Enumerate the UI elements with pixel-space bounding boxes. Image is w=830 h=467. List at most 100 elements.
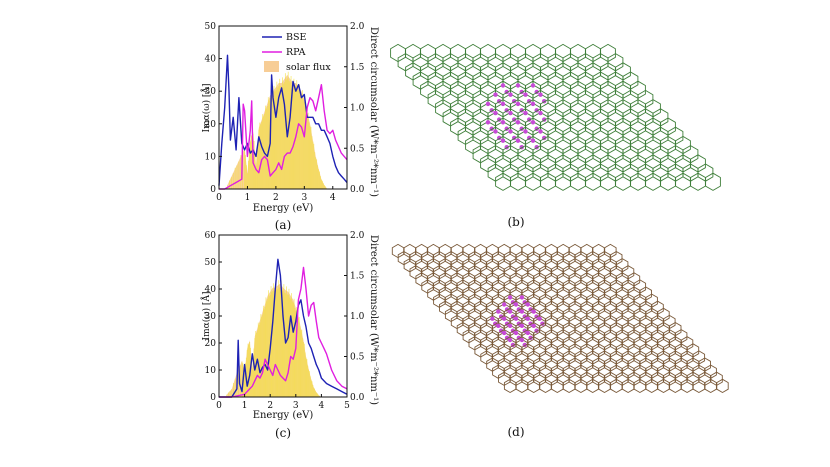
dopant-atom xyxy=(513,330,519,336)
x-tick-label: 5 xyxy=(344,401,350,411)
dopant-atom xyxy=(525,302,530,307)
a-y2-label: Direct circumsolar (W*m⁻²*nm⁻¹) xyxy=(368,27,379,197)
lattice-d xyxy=(391,243,729,394)
dopant-atom xyxy=(507,337,513,343)
caption-b: (b) xyxy=(507,215,524,229)
dopant-atom xyxy=(519,309,525,314)
y-tick-label: 0 xyxy=(210,185,216,195)
dopant-atom xyxy=(515,83,521,88)
dopant-atom xyxy=(531,323,536,328)
y2-tick-label: 1.0 xyxy=(350,312,365,322)
legend-flux-swatch xyxy=(264,61,279,72)
x-tick-label: 0 xyxy=(216,193,222,203)
dopant-atom xyxy=(508,129,513,134)
a-y-label: Imα(ω) [Å] xyxy=(200,84,212,133)
a-x-label: Energy (eV) xyxy=(253,203,314,214)
lattice-b xyxy=(390,43,721,191)
dopant-atom xyxy=(515,138,521,143)
caption-c: (c) xyxy=(275,426,291,440)
dopant-atom xyxy=(525,316,530,321)
dopant-atom xyxy=(519,337,525,343)
dopant-atom xyxy=(515,120,521,125)
rpa-series-line xyxy=(219,266,348,398)
y2-tick-label: 1.5 xyxy=(350,63,365,73)
legend-rpa-label: RPA xyxy=(286,47,306,58)
y-tick-label: 30 xyxy=(205,87,217,97)
dopant-atom xyxy=(485,120,491,125)
y-tick-label: 40 xyxy=(205,285,217,295)
dopant-atom xyxy=(502,302,507,307)
caption-d: (d) xyxy=(507,425,524,439)
y2-tick-label: 0.0 xyxy=(350,393,365,403)
bse-series-line xyxy=(219,258,348,398)
x-tick-label: 1 xyxy=(242,401,248,411)
y-tick-label: 20 xyxy=(205,339,217,349)
y2-tick-label: 0.5 xyxy=(350,353,365,363)
dopant-atom xyxy=(530,120,536,125)
y2-tick-label: 2.0 xyxy=(350,22,365,32)
y2-tick-label: 2.0 xyxy=(350,231,365,241)
y-tick-label: 10 xyxy=(205,366,217,376)
dopant-atom xyxy=(523,129,528,134)
y2-tick-label: 1.0 xyxy=(350,104,365,114)
dopant-atom xyxy=(502,330,507,336)
dopant-atom xyxy=(538,129,543,134)
y2-tick-label: 0.5 xyxy=(350,144,365,154)
legend-flux-label: solar flux xyxy=(286,62,331,73)
y2-tick-label: 0.0 xyxy=(350,185,365,195)
y-tick-label: 60 xyxy=(205,231,217,241)
dopant-atom xyxy=(523,92,528,97)
x-tick-label: 4 xyxy=(330,193,336,203)
rpa-series-line xyxy=(219,84,348,190)
dopant-atom xyxy=(502,316,507,321)
dopant-atom xyxy=(508,110,513,116)
dopant-atom xyxy=(538,110,543,116)
dopant-atom xyxy=(513,302,519,307)
dopant-atom xyxy=(500,138,506,143)
y2-tick-label: 1.5 xyxy=(350,272,365,282)
dopant-atom xyxy=(493,110,498,116)
dopant-atom xyxy=(507,295,513,300)
x-tick-label: 2 xyxy=(273,193,279,203)
dopant-atom xyxy=(515,101,521,107)
y-tick-label: 30 xyxy=(205,312,217,322)
y-tick-label: 0 xyxy=(210,393,216,403)
dopant-atom xyxy=(493,129,498,134)
dopant-atom xyxy=(490,316,495,321)
legend: BSE RPA solar flux xyxy=(262,32,331,73)
dopant-atom xyxy=(525,330,530,336)
dopant-atom xyxy=(496,309,501,314)
y-tick-label: 10 xyxy=(205,152,217,162)
c-y2-label: Direct circumsolar (W*m⁻²*nm⁻¹) xyxy=(368,235,379,405)
dopant-atom xyxy=(500,83,506,88)
caption-a: (a) xyxy=(275,218,292,232)
dopant-atom xyxy=(530,83,536,88)
dopant-atom xyxy=(531,309,536,314)
dopant-atom xyxy=(519,323,525,328)
x-tick-label: 4 xyxy=(319,401,325,411)
dopant-atom xyxy=(493,92,498,97)
dopant-atom xyxy=(537,316,542,321)
dopant-atom xyxy=(500,101,506,107)
dopant-atom xyxy=(530,138,536,143)
lattice-cell xyxy=(716,378,729,394)
x-tick-label: 3 xyxy=(301,193,307,203)
dopant-atom xyxy=(507,309,513,314)
x-tick-label: 2 xyxy=(267,401,273,411)
y-tick-label: 20 xyxy=(205,120,217,130)
x-tick-label: 3 xyxy=(293,401,299,411)
lattice-cell xyxy=(705,172,721,191)
y-tick-label: 50 xyxy=(205,258,217,268)
y-tick-label: 40 xyxy=(205,55,217,65)
dopant-atom xyxy=(507,323,513,328)
dopant-atom xyxy=(513,316,519,321)
x-tick-label: 0 xyxy=(216,401,222,411)
dopant-atom xyxy=(530,101,536,107)
dopant-atom xyxy=(508,92,513,97)
dopant-atom xyxy=(538,92,543,97)
c-x-label: Energy (eV) xyxy=(253,410,314,421)
dopant-atom xyxy=(519,295,525,300)
